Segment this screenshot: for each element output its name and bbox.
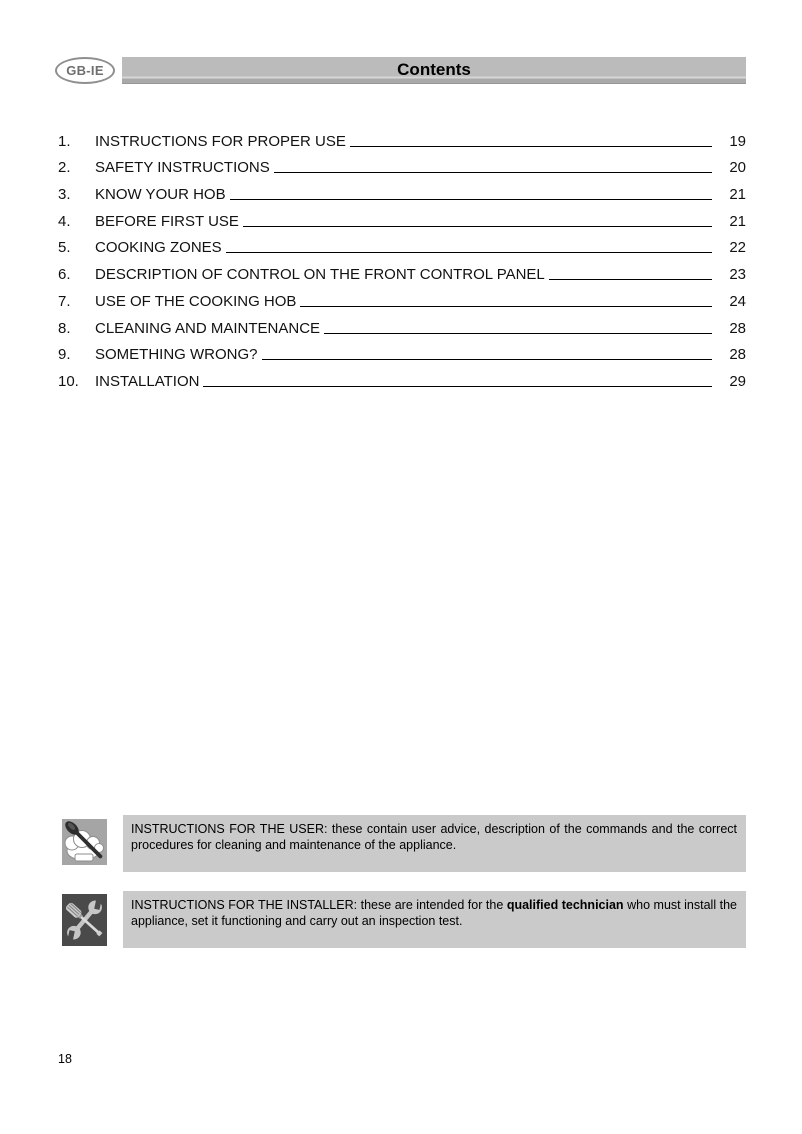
toc-leader-line bbox=[273, 172, 712, 174]
toc-entry-title: COOKING ZONES bbox=[95, 239, 222, 257]
region-badge-label: GB-IE bbox=[66, 63, 104, 78]
toc-entry-page: 19 bbox=[729, 132, 746, 150]
note-installer-text-before: INSTRUCTIONS FOR THE INSTALLER: these ar… bbox=[131, 898, 507, 912]
toc-entry: 6. DESCRIPTION OF CONTROL ON THE FRONT C… bbox=[58, 257, 746, 284]
note-installer-text-after: who must install the appliance, set it f… bbox=[131, 898, 738, 928]
toc-entry-page: 28 bbox=[729, 319, 746, 337]
toc-entry: 8. CLEANING AND MAINTENANCE 28 bbox=[58, 311, 746, 338]
page-title: Contents bbox=[122, 57, 746, 84]
chef-hat-spoon-icon bbox=[62, 819, 107, 865]
toc-entry-number: 8. bbox=[58, 319, 71, 337]
toc-entry: 5. COOKING ZONES 22 bbox=[58, 231, 746, 258]
toc-entry-title: SAFETY INSTRUCTIONS bbox=[95, 159, 270, 177]
toc-entry-number: 6. bbox=[58, 266, 71, 284]
toc-entry-page: 21 bbox=[729, 186, 746, 204]
toc-leader-line bbox=[225, 252, 712, 254]
toc-entry: 1. INSTRUCTIONS FOR PROPER USE 19 bbox=[58, 124, 746, 151]
table-of-contents: 1. INSTRUCTIONS FOR PROPER USE 19 2. SAF… bbox=[58, 124, 746, 391]
toc-entry-title: DESCRIPTION OF CONTROL ON THE FRONT CONT… bbox=[95, 266, 545, 284]
toc-leader-line bbox=[261, 359, 712, 361]
region-badge: GB-IE bbox=[55, 57, 115, 84]
toc-entry-page: 20 bbox=[729, 159, 746, 177]
crossed-tools-icon bbox=[62, 894, 107, 946]
toc-entry-number: 2. bbox=[58, 159, 71, 177]
toc-entry-page: 29 bbox=[729, 372, 746, 390]
toc-entry-title: SOMETHING WRONG? bbox=[95, 346, 258, 364]
toc-entry-number: 10. bbox=[58, 372, 79, 390]
toc-entry-page: 22 bbox=[729, 239, 746, 257]
toc-leader-line bbox=[203, 385, 712, 387]
toc-entry: 2. SAFETY INSTRUCTIONS 20 bbox=[58, 151, 746, 178]
note-installer-text-bold: qualified technician bbox=[506, 898, 624, 912]
toc-entry-title: CLEANING AND MAINTENANCE bbox=[95, 319, 321, 337]
toc-entry: 9. SOMETHING WRONG? 28 bbox=[58, 338, 746, 365]
toc-entry-page: 24 bbox=[729, 292, 746, 310]
toc-entry-page: 21 bbox=[729, 212, 746, 230]
toc-leader-line bbox=[300, 305, 712, 307]
toc-leader-line bbox=[242, 225, 712, 227]
toc-entry-number: 5. bbox=[58, 239, 71, 257]
toc-entry: 3. KNOW YOUR HOB 21 bbox=[58, 177, 746, 204]
note-instructions-for-installer: INSTRUCTIONS FOR THE INSTALLER: these ar… bbox=[123, 891, 746, 948]
toc-entry: 10. INSTALLATION 29 bbox=[58, 364, 746, 391]
toc-entry-page: 28 bbox=[729, 346, 746, 364]
toc-entry-number: 4. bbox=[58, 212, 71, 230]
toc-entry-number: 3. bbox=[58, 186, 71, 204]
toc-entry-title: INSTRUCTIONS FOR PROPER USE bbox=[95, 132, 346, 150]
toc-entry-page: 23 bbox=[729, 266, 746, 284]
toc-leader-line bbox=[548, 279, 712, 281]
note-user-text: INSTRUCTIONS FOR THE USER: these contain… bbox=[131, 822, 737, 852]
toc-leader-line bbox=[229, 199, 712, 201]
toc-entry-number: 7. bbox=[58, 292, 71, 310]
toc-entry: 4. BEFORE FIRST USE 21 bbox=[58, 204, 746, 231]
toc-entry-title: KNOW YOUR HOB bbox=[95, 186, 226, 204]
note-instructions-for-user: INSTRUCTIONS FOR THE USER: these contain… bbox=[123, 815, 746, 872]
toc-leader-line bbox=[324, 332, 712, 334]
footer-page-number: 18 bbox=[58, 1052, 72, 1066]
toc-entry-title: BEFORE FIRST USE bbox=[95, 212, 239, 230]
toc-entry-number: 9. bbox=[58, 346, 71, 364]
page-title-label: Contents bbox=[397, 60, 471, 79]
toc-leader-line bbox=[349, 145, 712, 147]
toc-entry-title: INSTALLATION bbox=[95, 372, 200, 390]
toc-entry: 7. USE OF THE COOKING HOB 24 bbox=[58, 284, 746, 311]
toc-entry-number: 1. bbox=[58, 132, 71, 150]
toc-entry-title: USE OF THE COOKING HOB bbox=[95, 292, 297, 310]
